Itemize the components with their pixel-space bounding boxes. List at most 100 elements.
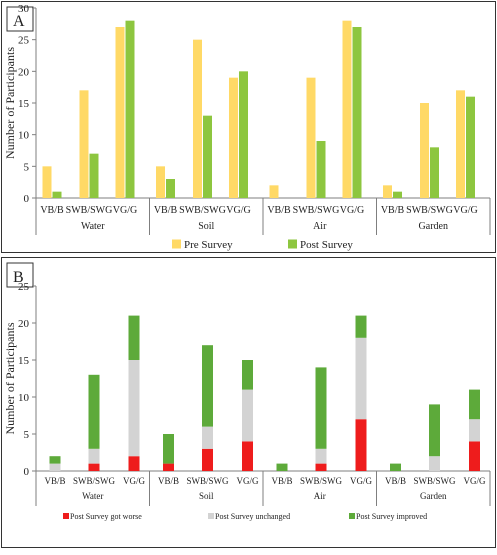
panel-b-legend-swatch [208,513,214,519]
panel-a-label: A [13,13,25,30]
panel-b-legend-label: Post Survey improved [356,512,427,521]
panel-a-legend-label: Post Survey [300,239,353,251]
panel-a-category-label: VB/B [40,205,64,216]
panel-a-y-tick-label: 30 [18,3,30,15]
panel-b-bar-worse [242,441,253,471]
panel-a-category-label: SWB/SWG [66,205,113,216]
panel-b-bar-improved [128,315,140,360]
panel-b-category-label: SWB/SWG [300,476,343,486]
panel-a-bar-pre [456,90,465,198]
panel-b-y-tick-label: 15 [18,355,30,367]
panel-b-bar-unchanged [128,360,140,457]
panel-a-bar-post [316,141,326,198]
panel-b-label: B [13,269,24,286]
panel-b-group-label: Soil [199,491,214,501]
panel-b-category-label: VB/B [44,476,65,486]
panel-a-group-label: Water [81,221,105,232]
panel-b-bar-unchanged [429,456,440,471]
panel-a-bar-pre [115,27,125,198]
panel-a-y-tick-label: 20 [18,66,30,78]
panel-b-bar-unchanged [49,463,61,471]
panel-b-bar-improved [88,374,100,449]
panel-b-legend-label: Post Survey got worse [70,512,142,521]
panel-a-y-tick-label: 5 [24,161,30,173]
panel-b-border [1,257,496,548]
panel-a-y-tick-label: 15 [18,98,30,110]
panel-b-y-tick-label: 25 [18,281,30,293]
panel-a-category-label: VG/G [340,205,364,216]
panel-a-bar-pre [193,39,202,198]
panel-a-bar-pre [42,166,52,198]
panel-b-bar-improved [49,456,61,464]
panel-b-bar-worse [355,419,367,471]
panel-b-bar-improved [242,360,253,390]
panel-a-category-label: VB/B [381,205,405,216]
panel-a-group-label: Soil [198,221,214,232]
panel-a-bar-pre [306,77,316,198]
panel-b-group-label: Water [82,491,103,501]
panel-b-bar-unchanged [469,419,480,442]
panel-b-bar-improved [355,315,367,338]
panel-a-category-label: VG/G [226,205,250,216]
panel-a-bar-pre [156,166,165,198]
panel-a-bar-post [166,179,175,198]
panel-a-bar-pre [229,77,238,198]
panel-a-bar-post [352,27,362,198]
panel-a-bar-post [466,96,475,198]
panel-a-legend-label: Pre Survey [184,239,233,251]
panel-b-legend-swatch [349,513,355,519]
panel-b-bar-improved [429,404,440,457]
panel-a-category-label: SWB/SWG [406,205,453,216]
panel-a-y-tick-label: 25 [18,35,30,47]
panel-a-group-label: Air [313,221,327,232]
panel-a-bar-pre [420,103,429,198]
panel-b-group-label: Air [314,491,326,501]
panel-b-category-label: SWB/SWG [186,476,229,486]
panel-a-bar-post [430,147,439,198]
panel-a-bar-pre [79,90,89,198]
panel-a-category-label: VG/G [113,205,137,216]
panel-a-y-tick-label: 0 [24,193,30,205]
panel-b-y-tick-label: 0 [24,466,30,478]
panel-b-bar-improved [163,434,174,464]
panel-b-label-box [6,262,34,288]
panel-a-category-label: SWB/SWG [179,205,226,216]
panel-a-bar-post [89,153,99,198]
panel-a-legend-swatch [172,239,181,249]
panel-a-bar-post [203,115,212,198]
panel-b-category-label: SWB/SWG [73,476,116,486]
panel-b-legend-label: Post Survey unchanged [215,512,290,521]
panel-b-y-tick-label: 5 [24,429,30,441]
panel-b-bar-worse [315,463,327,471]
panel-b-bar-worse [163,463,174,471]
panel-a-bar-post [52,191,62,198]
panel-b-bar-improved [315,367,327,449]
panel-b-bar-unchanged [242,389,253,442]
panel-b-category-label: VG/G [123,476,145,486]
panel-b-category-label: VG/G [237,476,259,486]
panel-b-y-tick-label: 10 [18,392,30,404]
panel-a-y-axis-title: Number of Participants [3,47,17,159]
panel-b-category-label: VG/G [464,476,486,486]
panel-b-category-label: VB/B [158,476,179,486]
panel-b-bar-improved [202,345,213,427]
panel-b-category-label: VG/G [350,476,372,486]
panel-a-category-label: VG/G [453,205,477,216]
panel-b-bar-unchanged [315,448,327,464]
panel-a-category-label: SWB/SWG [293,205,340,216]
panel-a-label-box [6,6,34,32]
panel-a-bar-post [125,20,135,198]
panel-a-bar-pre [342,20,352,198]
panel-b-legend-swatch [63,513,69,519]
panel-b-bar-unchanged [355,337,367,420]
panel-a-bar-pre [383,185,392,198]
panel-b-category-label: VB/B [271,476,292,486]
panel-a-category-label: VB/B [154,205,178,216]
panel-b-bar-improved [390,463,401,471]
panel-a-y-tick-label: 10 [18,130,30,142]
panel-b-category-label: SWB/SWG [413,476,456,486]
panel-a-legend-swatch [288,239,297,249]
panel-b-bar-improved [276,463,288,471]
panel-b-y-tick-label: 20 [18,318,30,330]
